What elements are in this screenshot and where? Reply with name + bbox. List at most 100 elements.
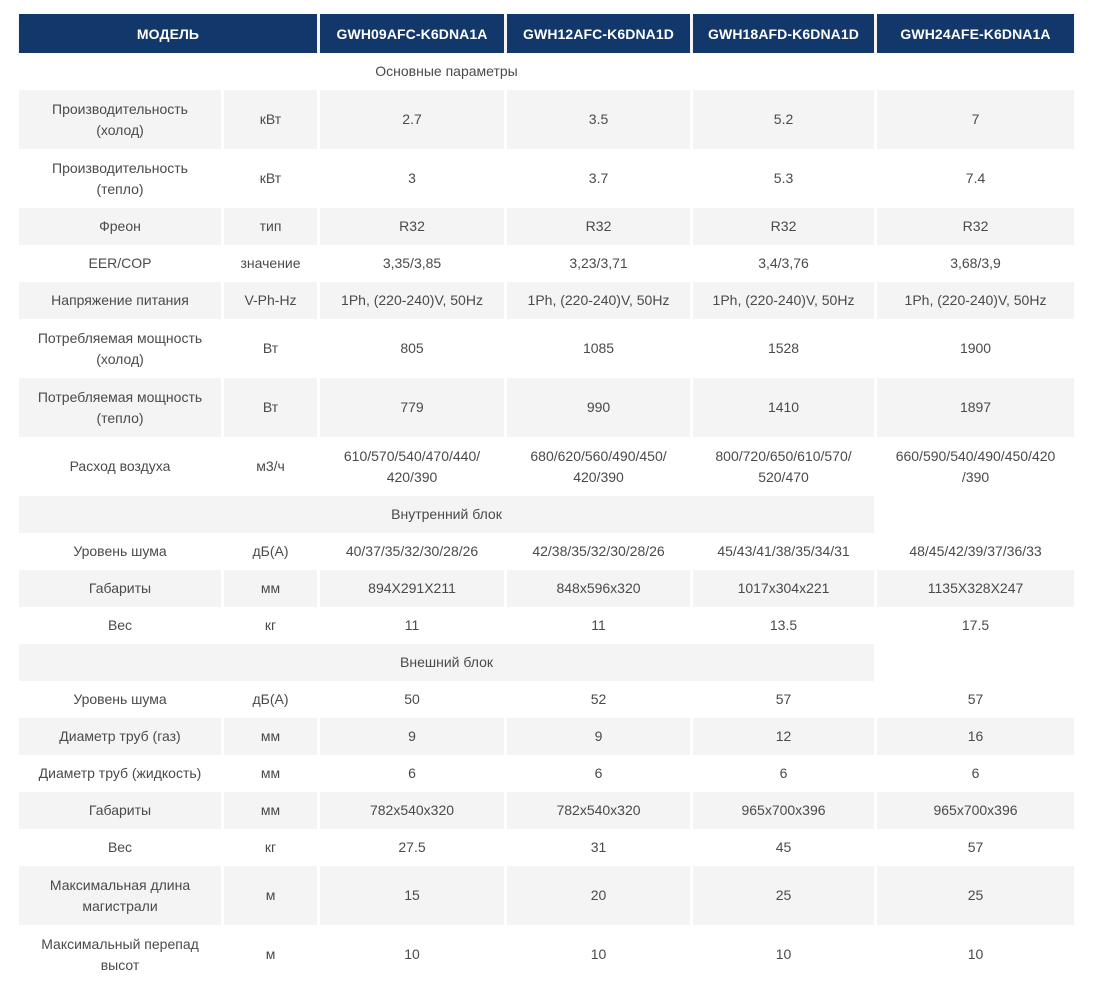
blank-cell bbox=[877, 53, 1075, 90]
spec-value: 12 bbox=[693, 718, 875, 755]
spec-label: Вес bbox=[19, 829, 221, 866]
table-row-pipe-gas: Диаметр труб (газ) мм 9 9 12 16 bbox=[19, 718, 1075, 755]
spec-value: 25 bbox=[877, 866, 1075, 925]
blank-cell bbox=[877, 496, 1075, 533]
spec-value: 10 bbox=[320, 925, 505, 984]
spec-value: 13.5 bbox=[693, 607, 875, 644]
spec-value: 45 bbox=[693, 829, 875, 866]
spec-value: 779 bbox=[320, 378, 505, 437]
model-column-header-2: GWH12AFC-K6DNA1D bbox=[507, 14, 691, 53]
spec-value: 40/37/35/32/30/28/26 bbox=[320, 533, 505, 570]
spec-value: 1410 bbox=[693, 378, 875, 437]
spec-unit: кВт bbox=[224, 149, 318, 208]
spec-value: 42/38/35/32/30/28/26 bbox=[507, 533, 691, 570]
spec-label: Производительность (тепло) bbox=[19, 149, 221, 208]
spec-value: 800/720/650/610/570/ 520/470 bbox=[693, 437, 875, 496]
spec-value: 52 bbox=[507, 681, 691, 718]
spec-value: 57 bbox=[693, 681, 875, 718]
spec-label: Уровень шума bbox=[19, 533, 221, 570]
spec-value: 11 bbox=[320, 607, 505, 644]
spec-value: 7 bbox=[877, 90, 1075, 149]
spec-value: 3,68/3,9 bbox=[877, 245, 1075, 282]
table-row-capacity-cool: Производительность (холод) кВт 2.7 3.5 5… bbox=[19, 90, 1075, 149]
spec-value: 31 bbox=[507, 829, 691, 866]
section-row-indoor-unit: Внутренний блок bbox=[19, 496, 1075, 533]
spec-value: 1900 bbox=[877, 319, 1075, 378]
spec-value: 15 bbox=[320, 866, 505, 925]
spec-value: 11 bbox=[507, 607, 691, 644]
spec-value: 9 bbox=[320, 718, 505, 755]
spec-value: 894X291X211 bbox=[320, 570, 505, 607]
spec-unit: кг bbox=[224, 829, 318, 866]
spec-label: Диаметр труб (газ) bbox=[19, 718, 221, 755]
model-column-header-1: GWH09AFC-K6DNA1A bbox=[320, 14, 505, 53]
model-column-header-3: GWH18AFD-K6DNA1D bbox=[693, 14, 875, 53]
table-row-capacity-heat: Производительность (тепло) кВт 3 3.7 5.3… bbox=[19, 149, 1075, 208]
spec-label: Габариты bbox=[19, 792, 221, 829]
spec-unit: м bbox=[224, 925, 318, 984]
spec-label: Потребляемая мощность (тепло) bbox=[19, 378, 221, 437]
table-row-pipe-liquid: Диаметр труб (жидкость) мм 6 6 6 6 bbox=[19, 755, 1075, 792]
spec-label: Вес bbox=[19, 607, 221, 644]
spec-table: МОДЕЛЬ GWH09AFC-K6DNA1A GWH12AFC-K6DNA1D… bbox=[16, 14, 1077, 984]
spec-value: 45/43/41/38/35/34/31 bbox=[693, 533, 875, 570]
spec-label: Фреон bbox=[19, 208, 221, 245]
section-row-outdoor-unit: Внешний блок bbox=[19, 644, 1075, 681]
section-row-main-params: Основные параметры bbox=[19, 53, 1075, 90]
spec-value: 848x596x320 bbox=[507, 570, 691, 607]
spec-value: 1Ph, (220-240)V, 50Hz bbox=[320, 282, 505, 319]
spec-value: 1Ph, (220-240)V, 50Hz bbox=[693, 282, 875, 319]
spec-unit: Вт bbox=[224, 378, 318, 437]
spec-unit: м bbox=[224, 866, 318, 925]
spec-label: Напряжение питания bbox=[19, 282, 221, 319]
spec-unit: мм bbox=[224, 570, 318, 607]
spec-value: 2.7 bbox=[320, 90, 505, 149]
table-row-weight-indoor: Вес кг 11 11 13.5 17.5 bbox=[19, 607, 1075, 644]
spec-value: 10 bbox=[507, 925, 691, 984]
table-row-weight-outdoor: Вес кг 27.5 31 45 57 bbox=[19, 829, 1075, 866]
spec-value: 3 bbox=[320, 149, 505, 208]
spec-unit: значение bbox=[224, 245, 318, 282]
table-row-noise-indoor: Уровень шума дБ(А) 40/37/35/32/30/28/26 … bbox=[19, 533, 1075, 570]
spec-value: 680/620/560/490/450/ 420/390 bbox=[507, 437, 691, 496]
spec-value: 3,35/3,85 bbox=[320, 245, 505, 282]
spec-value: 782x540x320 bbox=[507, 792, 691, 829]
spec-value: 5.2 bbox=[693, 90, 875, 149]
table-row-max-pipe-length: Максимальная длина магистрали м 15 20 25… bbox=[19, 866, 1075, 925]
spec-value: 610/570/540/470/440/ 420/390 bbox=[320, 437, 505, 496]
spec-value: 3,23/3,71 bbox=[507, 245, 691, 282]
spec-value: 25 bbox=[693, 866, 875, 925]
spec-label: Уровень шума bbox=[19, 681, 221, 718]
spec-value: 10 bbox=[877, 925, 1075, 984]
spec-value: 48/45/42/39/37/36/33 bbox=[877, 533, 1075, 570]
spec-unit: кВт bbox=[224, 90, 318, 149]
spec-label: Расход воздуха bbox=[19, 437, 221, 496]
spec-value: 3.7 bbox=[507, 149, 691, 208]
section-title: Основные параметры bbox=[19, 53, 875, 90]
table-row-power-input-cool: Потребляемая мощность (холод) Вт 805 108… bbox=[19, 319, 1075, 378]
spec-value: 782x540x320 bbox=[320, 792, 505, 829]
spec-unit: м3/ч bbox=[224, 437, 318, 496]
section-title: Внутренний блок bbox=[19, 496, 875, 533]
spec-value: 16 bbox=[877, 718, 1075, 755]
spec-unit: V-Ph-Hz bbox=[224, 282, 318, 319]
spec-value: 10 bbox=[693, 925, 875, 984]
blank-cell bbox=[877, 644, 1075, 681]
spec-label: Максимальный перепад высот bbox=[19, 925, 221, 984]
spec-label: Производительность (холод) bbox=[19, 90, 221, 149]
spec-unit: мм bbox=[224, 718, 318, 755]
spec-value: 6 bbox=[877, 755, 1075, 792]
table-row-eer-cop: EER/COP значение 3,35/3,85 3,23/3,71 3,4… bbox=[19, 245, 1075, 282]
spec-value: 1017x304x221 bbox=[693, 570, 875, 607]
spec-value: 1528 bbox=[693, 319, 875, 378]
spec-unit: мм bbox=[224, 755, 318, 792]
spec-value: 9 bbox=[507, 718, 691, 755]
spec-value: 20 bbox=[507, 866, 691, 925]
spec-value: 17.5 bbox=[877, 607, 1075, 644]
spec-value: 965x700x396 bbox=[693, 792, 875, 829]
table-row-noise-outdoor: Уровень шума дБ(А) 50 52 57 57 bbox=[19, 681, 1075, 718]
spec-label: Диаметр труб (жидкость) bbox=[19, 755, 221, 792]
spec-value: 1Ph, (220-240)V, 50Hz bbox=[507, 282, 691, 319]
spec-unit: тип bbox=[224, 208, 318, 245]
spec-value: 57 bbox=[877, 829, 1075, 866]
